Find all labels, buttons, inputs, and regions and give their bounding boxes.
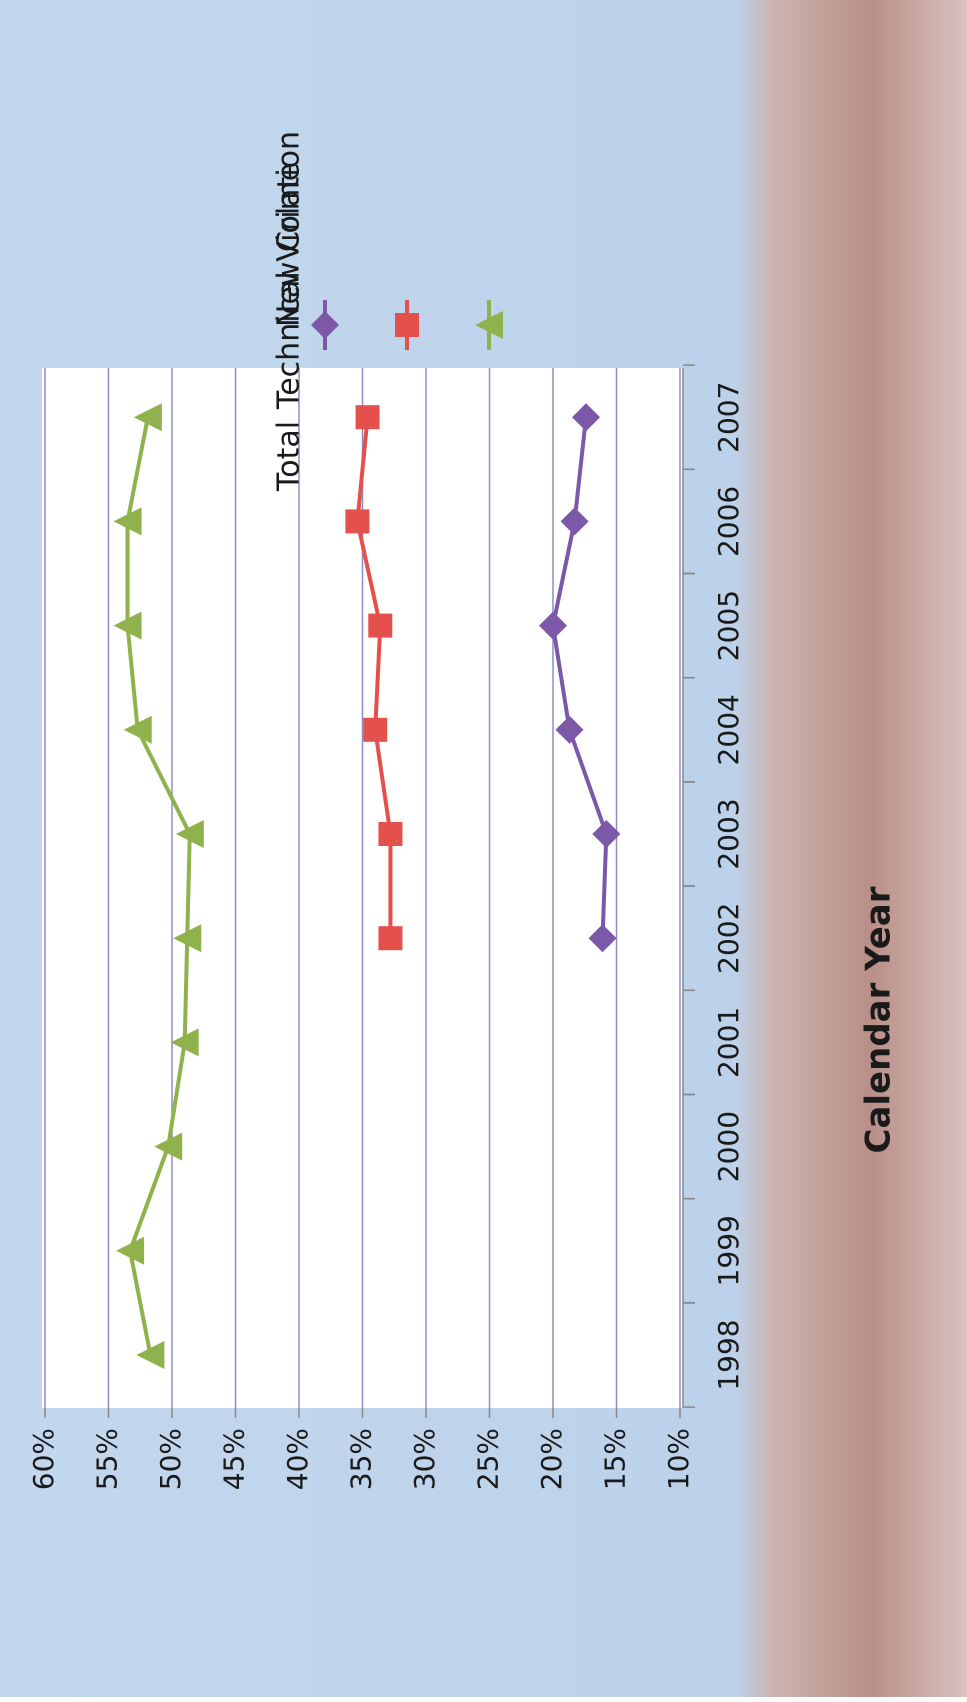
legend-label: Total — [272, 421, 307, 492]
x-tick-label: 2003 — [712, 798, 745, 869]
x-tick-label: 1999 — [712, 1215, 745, 1286]
series-line — [125, 416, 192, 1356]
y-tick-label: 45% — [218, 1428, 251, 1490]
data-point — [588, 924, 617, 953]
x-tick-label: 2005 — [712, 590, 745, 661]
data-point — [154, 1132, 183, 1161]
data-point — [175, 820, 204, 848]
data-point — [133, 403, 162, 432]
series-line — [355, 417, 393, 939]
data-point — [572, 403, 601, 432]
data-point — [368, 613, 393, 638]
data-point — [345, 509, 370, 534]
y-tick-label: 10% — [662, 1428, 695, 1490]
y-tick-label: 25% — [472, 1428, 505, 1490]
x-tick-label: 2006 — [712, 486, 745, 557]
series-line — [550, 416, 609, 939]
data-point — [555, 715, 584, 744]
data-point — [378, 926, 403, 951]
data-point — [170, 1028, 199, 1057]
y-tick-label: 35% — [345, 1428, 378, 1490]
y-tick-label: 50% — [154, 1428, 187, 1490]
legend-marker — [395, 313, 419, 337]
data-point — [378, 822, 403, 846]
x-tick-label: 1998 — [712, 1319, 745, 1390]
x-axis-title: Calendar Year — [859, 886, 899, 1153]
legend-label: Technical Violation — [272, 131, 307, 410]
x-tick-label: 2000 — [712, 1111, 745, 1182]
data-point — [355, 405, 380, 430]
y-tick-label: 30% — [408, 1428, 441, 1490]
data-point — [136, 1341, 165, 1369]
legend-marker — [311, 311, 339, 339]
data-point — [560, 507, 589, 536]
data-point — [116, 1236, 145, 1265]
y-tick-label: 40% — [281, 1428, 314, 1490]
data-point — [113, 611, 142, 640]
x-tick-label: 2001 — [712, 1007, 745, 1078]
x-tick-label: 2002 — [712, 903, 745, 974]
data-point — [173, 924, 202, 953]
data-point — [113, 507, 142, 536]
x-tick-label: 2004 — [712, 694, 745, 765]
y-tick-label: 60% — [27, 1428, 60, 1490]
data-point — [363, 717, 388, 742]
legend-marker — [475, 311, 503, 339]
data-point — [592, 820, 621, 848]
y-tick-label: 15% — [599, 1428, 632, 1490]
y-tick-label: 55% — [91, 1428, 124, 1490]
data-point — [123, 715, 152, 744]
x-tick-label: 2007 — [712, 382, 745, 453]
legend-label: New Crime — [272, 163, 307, 327]
data-point — [539, 611, 567, 640]
y-tick-label: 20% — [535, 1428, 568, 1490]
